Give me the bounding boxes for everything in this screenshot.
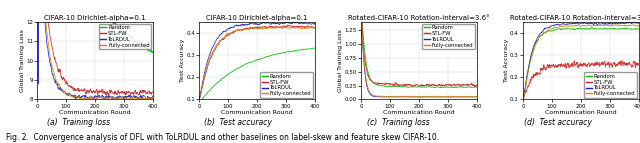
- X-axis label: Communication Round: Communication Round: [383, 110, 454, 115]
- Y-axis label: Global Training Loss: Global Training Loss: [339, 29, 343, 92]
- X-axis label: Communication Round: Communication Round: [545, 110, 617, 115]
- Text: Fig. 2.  Convergence analysis of DFL with ToLRDUL and other baselines on label-s: Fig. 2. Convergence analysis of DFL with…: [6, 133, 440, 142]
- Legend: Random, STL-FW, ToLRDUL, Fully-connected: Random, STL-FW, ToLRDUL, Fully-connected: [584, 72, 637, 98]
- Y-axis label: Test Accuracy: Test Accuracy: [504, 39, 509, 83]
- X-axis label: Communication Round: Communication Round: [59, 110, 131, 115]
- Legend: Random, STL-FW, ToLRDUL, Fully-connected: Random, STL-FW, ToLRDUL, Fully-connected: [99, 24, 151, 49]
- Y-axis label: Global Training Loss: Global Training Loss: [20, 29, 24, 92]
- Title: CIFAR-10 Dirichlet-alpha=0.1: CIFAR-10 Dirichlet-alpha=0.1: [206, 15, 308, 21]
- Legend: Random, STL-FW, ToLRDUL, Fully-connected: Random, STL-FW, ToLRDUL, Fully-connected: [422, 24, 475, 49]
- Y-axis label: Test Accuracy: Test Accuracy: [180, 39, 185, 83]
- Legend: Random, STL-FW, ToLRDUL, Fully-connected: Random, STL-FW, ToLRDUL, Fully-connected: [260, 72, 313, 98]
- Title: Rotated-CIFAR-10 Rotation-interval=3.6°: Rotated-CIFAR-10 Rotation-interval=3.6°: [510, 15, 640, 21]
- Text: (d)  Test accuracy: (d) Test accuracy: [524, 118, 592, 127]
- Text: (a)  Training loss: (a) Training loss: [47, 118, 109, 127]
- Text: (b)  Test accuracy: (b) Test accuracy: [204, 118, 272, 127]
- Title: CIFAR-10 Dirichlet-alpha=0.1: CIFAR-10 Dirichlet-alpha=0.1: [44, 15, 146, 21]
- X-axis label: Communication Round: Communication Round: [221, 110, 292, 115]
- Text: (c)  Training loss: (c) Training loss: [367, 118, 429, 127]
- Title: Rotated-CIFAR-10 Rotation-interval=3.6°: Rotated-CIFAR-10 Rotation-interval=3.6°: [348, 15, 490, 21]
